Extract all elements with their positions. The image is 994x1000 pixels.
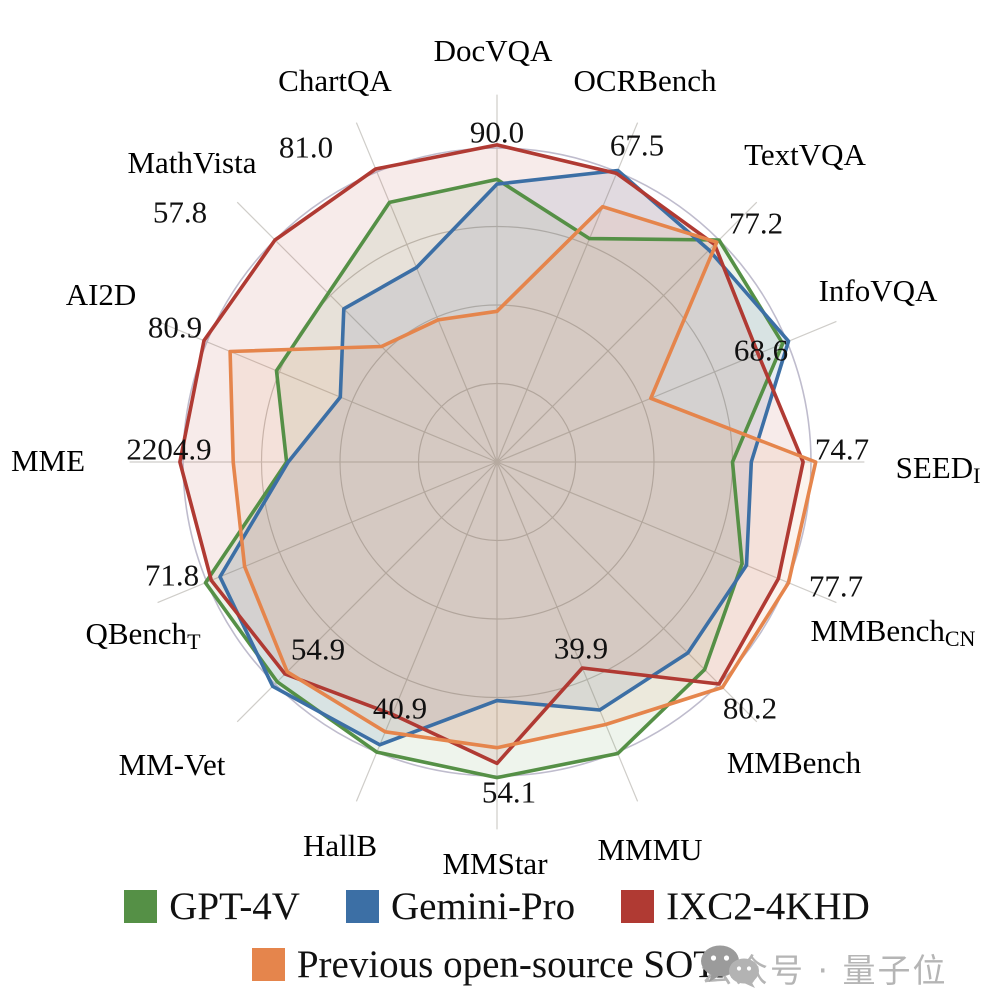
- series-fill-gpt-4v: [205, 179, 783, 778]
- axis-value-hallb: 40.9: [373, 691, 427, 726]
- axis-label-ocrbench: OCRBench: [574, 63, 717, 98]
- legend-label: Previous open-source SOTA: [296, 943, 743, 986]
- axis-value-mmbenchCN: 77.7: [809, 569, 863, 604]
- radar-spoke-infovqa: [496, 320, 837, 463]
- legend-swatch: [124, 890, 158, 923]
- radar-spoke-mathvista: [236, 201, 498, 463]
- axis-label-ai2d: AI2D: [66, 277, 137, 312]
- axis-value-mm-vet: 54.9: [291, 632, 345, 667]
- wechat-chat-bubbles-icon: [701, 945, 759, 988]
- legend-label: Gemini-Pro: [390, 885, 576, 928]
- axis-label-textvqa: TextVQA: [744, 137, 866, 172]
- legend-item-gpt-4v: GPT-4V: [124, 884, 300, 929]
- axis-value-chartqa: 81.0: [279, 130, 333, 165]
- legend-item-gemini-pro: Gemini-Pro: [345, 884, 576, 929]
- axis-value-ai2d: 80.9: [148, 310, 202, 345]
- series-fill-previous-open-source-sota: [230, 206, 816, 748]
- axis-value-qbenchT: 71.8: [145, 558, 199, 593]
- legend-label: GPT-4V: [169, 885, 300, 928]
- axis-label-chartqa: ChartQA: [278, 63, 392, 98]
- axis-value-mme: 2204.9: [126, 432, 211, 467]
- series-fill-gemini-pro: [220, 170, 789, 745]
- axis-label-mmstar: MMStar: [442, 846, 548, 881]
- legend-swatch: [345, 890, 379, 923]
- legend-swatch: [621, 890, 655, 923]
- radar-spoke-qbench: [157, 461, 498, 604]
- radar-grid-ring: [417, 382, 577, 542]
- axis-label-docvqa: DocVQA: [434, 33, 553, 68]
- series-polygon-previous-open-source-sota: [228, 204, 818, 750]
- radar-spoke-mm-vet: [236, 461, 498, 723]
- axis-label-seedI: SEEDI: [896, 450, 981, 488]
- axis-label-mme: MME: [11, 443, 85, 478]
- axis-value-mmmu: 39.9: [554, 631, 608, 666]
- axis-label-mm-vet: MM-Vet: [119, 747, 226, 782]
- series-polygon-ixc2-4khd: [178, 143, 805, 766]
- radar-spoke-ai2d: [157, 320, 498, 463]
- legend-swatch: [251, 948, 285, 981]
- axis-label-mmbench: MMBench: [727, 745, 862, 780]
- axis-value-mathvista: 57.8: [153, 195, 207, 230]
- radar-spoke-mmbench: [496, 461, 758, 723]
- legend-item-previous-open-source-sota: Previous open-source SOTA: [251, 942, 743, 987]
- axis-label-qbenchT: QBenchT: [85, 616, 201, 654]
- axis-label-mathvista: MathVista: [127, 145, 256, 180]
- watermark: 公众号 · 量子位: [700, 944, 947, 992]
- axis-value-mmstar: 54.1: [482, 775, 536, 810]
- axis-label-mmbenchCN: MMBenchCN: [811, 613, 976, 651]
- legend-row-2: Previous open-source SOTA: [0, 942, 994, 987]
- axis-value-textvqa: 77.2: [729, 206, 783, 241]
- legend-item-ixc2-4khd: IXC2-4KHD: [621, 884, 870, 929]
- axis-label-hallb: HallB: [303, 828, 377, 863]
- axis-value-infovqa: 68.6: [734, 333, 788, 368]
- series-polygon-gemini-pro: [218, 168, 791, 747]
- axis-label-mmmu: MMMU: [597, 832, 702, 867]
- radar-grid-ring: [339, 304, 655, 620]
- radar-spoke-mmmu: [496, 461, 639, 802]
- radar-spoke-ocrbench: [496, 122, 639, 463]
- series-fill-ixc2-4khd: [179, 144, 804, 764]
- axis-value-mmbench: 80.2: [723, 691, 777, 726]
- axis-value-docvqa: 90.0: [470, 115, 524, 150]
- legend-label: IXC2-4KHD: [666, 885, 870, 928]
- axis-value-seedI: 74.7: [815, 432, 869, 467]
- legend-row-1: GPT-4V Gemini-Pro IXC2-4KHD: [0, 884, 994, 929]
- radar-spoke-chartqa: [355, 122, 498, 463]
- axis-label-infovqa: InfoVQA: [819, 273, 938, 308]
- axis-value-ocrbench: 67.5: [610, 128, 664, 163]
